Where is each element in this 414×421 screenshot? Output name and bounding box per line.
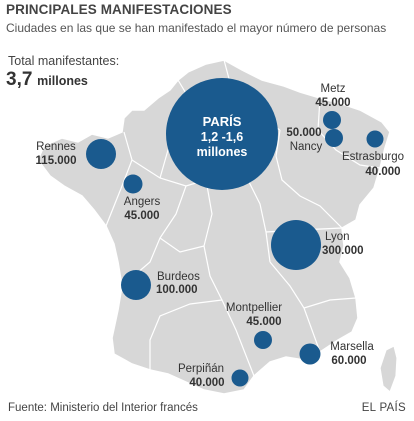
city-name-estrasburgo: Estrasburgo	[342, 151, 404, 163]
corsica-island	[379, 345, 398, 394]
city-name-metz: Metz	[321, 83, 346, 95]
city-value-angers: 45.000	[124, 210, 159, 222]
city-name-lyon: Lyon	[325, 231, 350, 243]
city-value-estrasburgo: 40.000	[365, 166, 400, 178]
city-name-nancy: Nancy	[290, 141, 323, 153]
source-note: Fuente: Ministerio del Interior francés	[8, 402, 198, 414]
credit-label: EL PAÍS	[361, 402, 406, 414]
city-value-paris: 1,2 -1,6	[201, 130, 243, 144]
total-value: 3,7 millones	[6, 69, 88, 91]
map-title: PRINCIPALES MANIFESTACIONES	[6, 2, 232, 17]
city-bubble-angers	[123, 174, 143, 194]
total-label: Total manifestantes:	[8, 54, 120, 68]
city-name-montpellier: Montpellier	[226, 302, 282, 314]
city-value-perpinan: 40.000	[189, 377, 224, 389]
city-value-nancy: 50.000	[286, 127, 321, 139]
city-bubble-lyon	[271, 220, 321, 270]
city-bubble-estrasburgo	[366, 130, 384, 148]
city-unit-paris: millones	[197, 145, 248, 159]
city-bubble-nancy	[325, 129, 343, 147]
city-bubble-burdeos	[121, 270, 151, 300]
city-bubble-paris	[166, 78, 278, 190]
city-name-paris: PARÍS	[203, 114, 242, 129]
city-name-burdeos: Burdeos	[157, 271, 200, 283]
city-value-metz: 45.000	[315, 97, 350, 109]
city-value-rennes: 115.000	[36, 155, 77, 167]
city-value-montpellier: 45.000	[246, 316, 281, 328]
city-name-angers: Angers	[124, 196, 161, 208]
city-bubble-metz	[323, 111, 341, 129]
map-subtitle: Ciudades en las que se han manifestado e…	[6, 21, 387, 35]
city-bubble-perpinan	[231, 369, 249, 387]
city-value-marsella: 60.000	[331, 355, 366, 367]
total-number: 3,7	[6, 69, 33, 90]
city-bubble-marsella	[299, 343, 321, 365]
city-name-marsella: Marsella	[330, 341, 374, 353]
city-name-perpinan: Perpiñán	[178, 363, 224, 375]
city-bubble-montpellier	[254, 331, 272, 349]
city-name-rennes: Rennes	[36, 141, 76, 153]
total-unit: millones	[37, 74, 88, 88]
city-value-lyon: 300.000	[322, 245, 364, 257]
city-bubble-rennes	[86, 139, 116, 169]
city-value-burdeos: 100.000	[156, 284, 198, 296]
france-mainland	[37, 59, 391, 395]
